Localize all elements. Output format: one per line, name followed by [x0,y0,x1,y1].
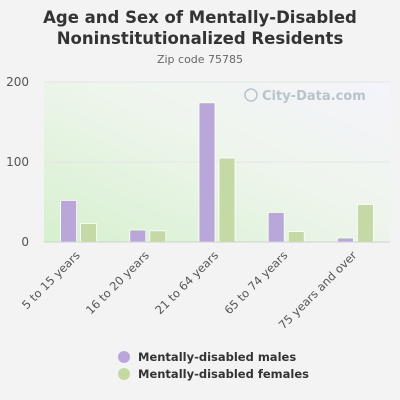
x-tick-label: 75 years and over [276,248,360,332]
x-tick-label: 21 to 64 years [152,248,221,317]
legend-swatch-males [118,351,130,363]
legend-item-females: Mentally-disabled females [118,366,309,382]
bar-females [356,203,374,243]
chart-title: Age and Sex of Mentally-Disabled Noninst… [43,8,357,48]
bar-females [149,230,167,243]
watermark-text: City-Data.com [262,89,366,104]
bar-males [267,211,285,243]
chart-subtitle: Zip code 75785 [156,53,244,66]
x-tick-label: 5 to 15 years [19,248,83,312]
bar-females [80,223,97,243]
x-tick-label: 65 to 74 years [221,248,290,317]
watermark-logo-icon [244,88,258,102]
legend-label-females: Mentally-disabled females [138,367,309,381]
y-tick-label: 200 [6,75,29,89]
chart-legend: Mentally-disabled males Mentally-disable… [118,349,309,383]
bar-males [198,102,216,243]
y-tick-label: 0 [21,235,29,249]
bar-females [287,231,305,243]
y-tick-label: 100 [6,155,29,169]
legend-label-males: Mentally-disabled males [138,350,297,364]
x-tick-label: 16 to 20 years [83,248,152,317]
legend-swatch-females [118,368,130,380]
legend-item-males: Mentally-disabled males [118,349,309,365]
bar-males [129,229,147,243]
bar-males [336,237,354,243]
watermark: City-Data.com [244,88,366,104]
bar-males [60,199,77,243]
bar-females [218,157,236,243]
